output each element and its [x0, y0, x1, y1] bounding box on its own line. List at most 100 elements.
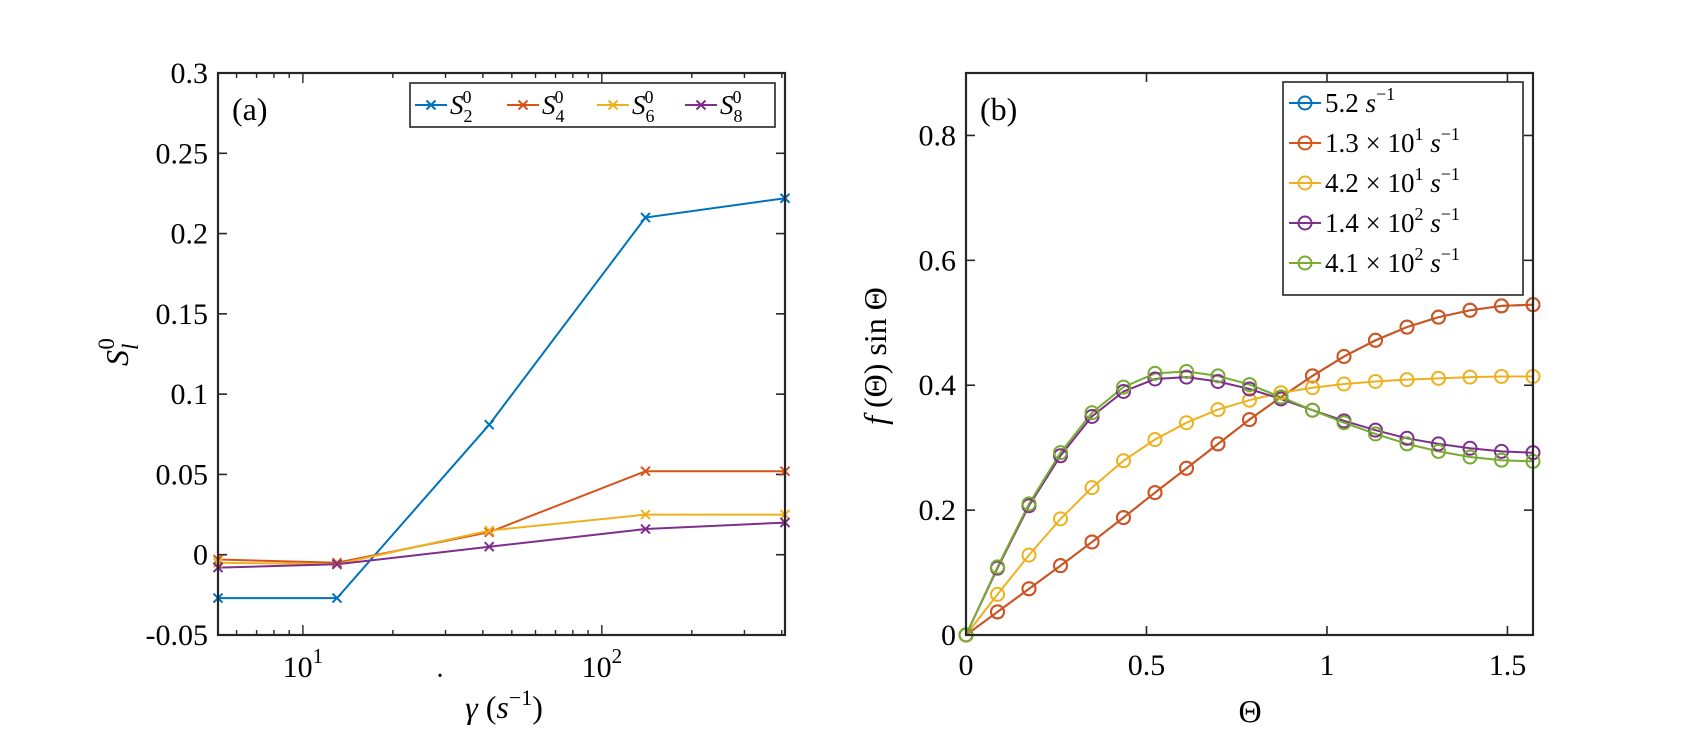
panel-b-label: (b)	[980, 91, 1017, 127]
panel-b-data-point	[1462, 369, 1478, 385]
panel-a-legend-marker	[607, 99, 619, 111]
panel-a-legend-marker	[695, 99, 707, 111]
panel-b-data-point	[1179, 369, 1195, 385]
panel-a-xtick-label: 101	[283, 644, 324, 684]
panel-b-data-point	[1210, 436, 1226, 452]
panel-b-data-point	[1399, 430, 1415, 446]
panel-b-data-point	[1147, 371, 1163, 387]
panel-b-data-point	[1242, 392, 1257, 408]
panel-b-xtick-label: 1	[1319, 649, 1334, 682]
panel-a-ytick-label: 0.15	[156, 298, 209, 331]
panel-b-legend-marker	[1297, 95, 1313, 111]
panel-b-legend-entry: 1.4 × 102 s−1	[1325, 204, 1460, 238]
panel-b-data-point	[1368, 332, 1384, 348]
panel-b-data-point	[1210, 373, 1226, 389]
panel-b: 0 0.2 0.4 0.6 0.8 0 0.5 1 1.5 (b) f (Θ) sin Θ Θ…	[857, 71, 1541, 729]
panel-b-data-point	[1053, 445, 1068, 461]
panel-b-data-point	[990, 604, 1006, 620]
panel-b-legend-marker	[1297, 135, 1313, 151]
panel-b-data-point	[1368, 422, 1384, 438]
panel-a-xtick-labels: 101 102	[283, 644, 622, 684]
panel-b-axes-box	[964, 71, 1535, 637]
panel-a-data-point	[483, 525, 495, 536]
panel-b-xlabel: Θ	[1238, 693, 1261, 729]
panel-b-data-point	[1462, 449, 1478, 465]
panel-b-data-point	[1399, 372, 1415, 388]
panel-b-ytick-labels: 0 0.2 0.4 0.6 0.8	[919, 119, 957, 652]
panel-a-ticks	[218, 72, 785, 636]
panel-b-data-point	[1462, 302, 1478, 318]
panel-a-legend-entry: S80	[720, 87, 743, 126]
panel-b-legend-marker	[1297, 175, 1313, 191]
panel-b-data-point	[1242, 381, 1257, 397]
panel-b-series-line-3	[965, 375, 1533, 636]
panel-a-ytick-label: 0	[193, 539, 208, 572]
panel-b-xtick-label: 0	[959, 649, 974, 682]
panel-b-data-point	[1179, 363, 1195, 379]
panel-b-data-point	[1336, 376, 1352, 392]
panel-a-data-point	[331, 592, 343, 604]
panel-b-data-point	[1493, 368, 1509, 384]
panel-a-legend-entry: S40	[542, 87, 565, 126]
panel-b-legend-box	[1282, 81, 1524, 296]
panel-a-legend-marker	[517, 99, 529, 111]
panel-a-data-point	[483, 419, 495, 430]
panel-a-xlabel-dot: ·	[435, 661, 444, 692]
panel-b-data-point	[990, 586, 1006, 602]
panel-a-data-point	[483, 541, 495, 552]
panel-b-data-point	[1493, 298, 1509, 314]
panel-a-ytick-labels: -0.05 0 0.05 0.1 0.15 0.2 0.25 0.3	[146, 57, 209, 652]
panel-b-data-point	[1021, 547, 1037, 563]
panel-b-data-point	[1462, 440, 1478, 456]
panel-b-legend-entry: 4.2 × 101 s−1	[1325, 164, 1460, 198]
panel-b-legend-marker	[1297, 255, 1313, 271]
panel-b-data-point	[1084, 480, 1100, 496]
panel-b-data-point	[1304, 380, 1320, 396]
panel-b-series-line-4	[965, 376, 1534, 636]
panel-b-data-point	[1336, 415, 1352, 431]
panel-b-data-point	[1084, 408, 1100, 424]
panel-b-data-point	[1115, 453, 1131, 469]
panel-b-ytick-label: 0.4	[919, 369, 957, 402]
panel-b-series-lines	[965, 303, 1534, 636]
panel-a-legend: S20 S40 S60 S80	[409, 82, 776, 128]
panel-b-data-point	[1273, 389, 1289, 405]
panel-a-ytick-label: 0.3	[171, 57, 209, 90]
panel-a-ytick-label: 0.1	[171, 378, 209, 411]
panel-a-axes-box	[216, 71, 787, 637]
panel-b-xtick-labels: 0 0.5 1 1.5	[959, 649, 1527, 682]
panel-b-data-point	[1368, 426, 1384, 442]
panel-b-data-point	[1368, 373, 1384, 389]
panel-b-ytick-label: 0	[941, 619, 956, 652]
panel-a-data-point	[640, 212, 651, 223]
panel-a: -0.05 0 0.05 0.1 0.15 0.2 0.25 0.3 101 102 (a) S…	[94, 57, 791, 725]
panel-b-ytick-label: 0.8	[919, 119, 957, 152]
panel-a-legend-entry: S60	[632, 87, 655, 126]
panel-a-xtick-label: 102	[582, 644, 623, 684]
panel-b-data-point	[1115, 383, 1131, 399]
panel-b-ylabel: f (Θ) sin Θ	[857, 287, 893, 425]
panel-b-data-point	[1021, 581, 1037, 597]
panel-b-data-point	[1179, 460, 1195, 476]
panel-a-legend-marker	[425, 99, 437, 111]
panel-b-data-point	[1021, 496, 1037, 512]
panel-a-data-point	[331, 557, 343, 568]
panel-b-legend: 5.2 s−1 1.3 × 101 s−1 4.2 × 101 s−1 1.4 × 1…	[1282, 81, 1524, 296]
panel-a-ytick-label: 0.2	[171, 218, 209, 251]
panel-a-ytick-label: 0.05	[156, 458, 209, 491]
panel-b-data-point	[1431, 436, 1446, 452]
panel-b-data-point	[1053, 558, 1068, 574]
panel-b-ytick-label: 0.2	[919, 494, 957, 527]
panel-b-legend-marker	[1297, 215, 1313, 231]
panel-b-data-point	[1242, 377, 1257, 393]
panel-a-plot-area	[218, 73, 785, 635]
panel-a-data-point	[483, 527, 495, 538]
panel-b-ytick-label: 0.6	[919, 244, 957, 277]
panel-b-xtick-label: 0.5	[1128, 649, 1166, 682]
panel-b-data-point	[1115, 510, 1131, 526]
panel-b-legend-entry: 1.3 × 101 s−1	[1325, 124, 1460, 158]
panel-b-legend-entry: 5.2 s−1	[1325, 84, 1395, 118]
panel-b-data-point	[1493, 452, 1509, 468]
panel-b-data-point	[1053, 511, 1068, 527]
